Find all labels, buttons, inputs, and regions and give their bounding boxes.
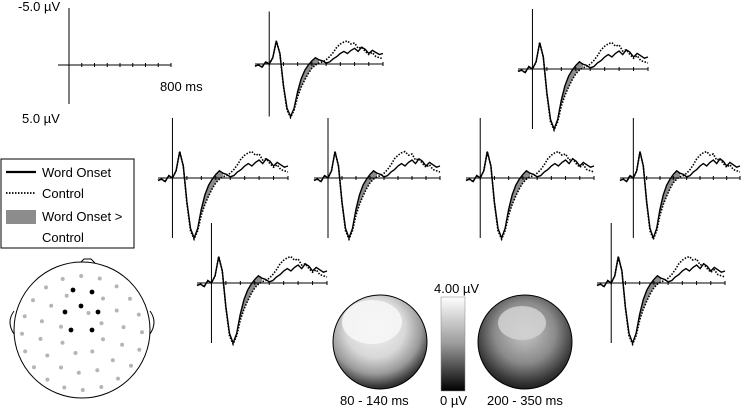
- electrode-dot: [44, 285, 48, 290]
- topo-map-2-label: 200 - 350 ms: [487, 393, 563, 408]
- eeg-panel-3: [157, 118, 289, 242]
- word-onset-waveform: [196, 256, 328, 345]
- electrode-dot: [140, 330, 144, 335]
- electrode-dot: [79, 274, 84, 278]
- electrode-dot: [114, 284, 119, 289]
- difference-shading: [356, 170, 377, 216]
- topo-map-1-peak: [342, 300, 402, 344]
- scale-bar: -5.0 µV 800 ms 5.0 µV: [18, 0, 203, 126]
- electrode-dot: [38, 336, 43, 341]
- electrode-dot-highlighted: [68, 327, 74, 333]
- legend-difference-label: Word Onset >: [42, 209, 122, 224]
- electrode-dot: [62, 385, 67, 390]
- eeg-panel-5: [465, 118, 595, 242]
- eeg-panel-1: [254, 11, 384, 120]
- electrode-dot: [114, 308, 119, 313]
- electrode-dot-highlighted: [78, 303, 84, 309]
- electrode-dot: [110, 358, 115, 363]
- electrode-dot: [45, 377, 50, 382]
- topo-map-2-peak: [498, 306, 546, 340]
- scale-y-bottom-label: 5.0 µV: [22, 111, 60, 126]
- electrode-dot: [136, 312, 141, 317]
- eeg-panel-8: [596, 223, 726, 347]
- electrode-dot: [59, 365, 63, 370]
- electrode-dot: [99, 385, 104, 389]
- legend-difference-swatch: [6, 210, 36, 224]
- word-onset-waveform: [157, 151, 289, 240]
- word-onset-waveform: [619, 151, 741, 241]
- colorbar-bottom-label: 0 µV: [440, 393, 467, 408]
- electrode-dot: [101, 296, 105, 301]
- electrode-dots: [20, 274, 144, 392]
- electrode-dot-highlighted: [70, 287, 76, 293]
- difference-shading: [639, 275, 661, 321]
- electrode-dot: [95, 368, 100, 373]
- electrode-dot: [80, 388, 85, 392]
- electrode-dot: [31, 298, 35, 303]
- electrode-dot: [120, 342, 125, 347]
- scale-y-top-label: -5.0 µV: [18, 0, 61, 14]
- electrode-dot-highlighted: [89, 289, 95, 295]
- topo-map-2: 200 - 350 ms: [477, 294, 573, 408]
- difference-shading: [561, 61, 583, 107]
- electrode-dot: [39, 319, 44, 324]
- electrode-dot: [90, 349, 95, 354]
- electrode-dot: [59, 324, 63, 329]
- difference-shading: [240, 275, 262, 321]
- electrode-dot: [99, 321, 104, 326]
- electrode-dot: [60, 340, 65, 345]
- electrode-dot: [116, 376, 120, 381]
- erp-panels: [157, 9, 741, 347]
- electrode-dot: [22, 314, 27, 319]
- electrode-dot: [86, 311, 91, 315]
- topo-map-1-label: 80 - 140 ms: [340, 393, 409, 408]
- head-left-ear: [9, 310, 15, 335]
- colorbar-gradient: [440, 296, 466, 392]
- legend-word-onset-label: Word Onset: [42, 165, 112, 180]
- word-onset-waveform: [313, 151, 441, 241]
- electrode-dot: [129, 363, 133, 368]
- head-right-ear: [149, 310, 155, 335]
- word-onset-waveform: [596, 256, 726, 346]
- electrode-dot: [64, 293, 69, 298]
- electrode-dot: [97, 276, 102, 281]
- head-outline: [13, 261, 151, 399]
- electrode-dot: [76, 370, 81, 375]
- electrode-dot: [73, 351, 78, 355]
- colorbar: 4.00 µV 0 µV: [434, 281, 479, 408]
- electrode-dot: [137, 347, 142, 352]
- electrode-dot: [60, 277, 65, 281]
- electrode-dot: [45, 353, 50, 358]
- legend-control-label: Control: [42, 186, 84, 201]
- legend-difference-label-2: Control: [42, 230, 84, 245]
- scale-x-label: 800 ms: [160, 79, 203, 94]
- word-onset-waveform: [517, 42, 649, 131]
- eeg-panel-2: [517, 9, 649, 133]
- electrode-dot-highlighted: [62, 309, 68, 315]
- electrode-dot: [49, 303, 54, 308]
- word-onset-waveform: [254, 40, 384, 119]
- electrode-dot: [20, 331, 24, 336]
- word-onset-waveform: [465, 151, 595, 241]
- difference-shading: [660, 170, 680, 216]
- legend: Word Onset Control Word Onset > Control: [0, 158, 135, 249]
- difference-shading: [201, 170, 223, 216]
- difference-shading: [508, 170, 530, 216]
- scale-x-ticks: [68, 63, 172, 67]
- electrode-dot-highlighted: [89, 327, 95, 333]
- electrode-dot: [23, 349, 28, 354]
- electrode-montage: [9, 258, 155, 399]
- electrode-dot: [128, 296, 132, 301]
- topo-map-1: 80 - 140 ms: [332, 294, 428, 408]
- electrode-dot: [101, 337, 105, 342]
- eeg-panel-4: [313, 118, 441, 242]
- electrode-dot: [121, 325, 126, 330]
- eeg-panel-6: [619, 118, 741, 242]
- eeg-panel-7: [196, 223, 328, 347]
- electrode-dot-highlighted: [95, 309, 101, 315]
- legend-frame: [0, 158, 135, 249]
- colorbar-top-label: 4.00 µV: [434, 281, 479, 296]
- electrode-dot: [32, 365, 36, 370]
